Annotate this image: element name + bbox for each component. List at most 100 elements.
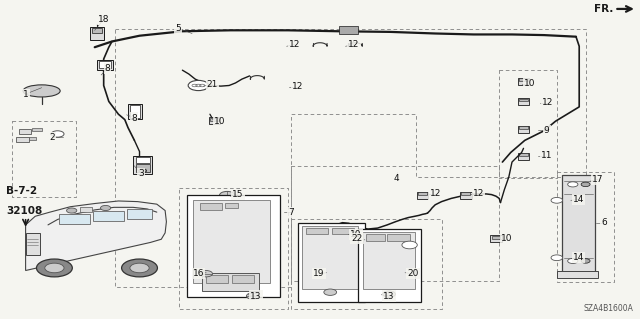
Bar [59,214,90,224]
Bar [519,78,528,81]
Bar [225,203,238,208]
Text: 15: 15 [232,190,244,199]
Bar [209,117,220,124]
Bar [344,232,353,234]
Circle shape [130,263,149,273]
Text: B-7-2: B-7-2 [6,186,38,197]
Bar [387,234,410,241]
Circle shape [568,182,578,187]
Text: 8: 8 [132,114,137,122]
Circle shape [220,191,235,199]
Circle shape [324,289,337,295]
Bar [461,192,470,195]
Text: 12: 12 [429,189,441,198]
Bar [519,153,528,156]
Text: 7: 7 [289,208,294,217]
Text: 2: 2 [50,133,55,142]
Bar [519,99,528,101]
Circle shape [581,259,590,263]
Text: 4: 4 [394,174,399,182]
Bar [418,192,427,195]
Text: 13: 13 [383,292,395,300]
Text: 17: 17 [592,175,604,184]
Bar [358,229,421,302]
Text: 11: 11 [541,151,552,160]
Text: 8: 8 [105,64,110,73]
Bar [343,231,355,238]
Bar [26,233,40,255]
Text: 10: 10 [524,79,536,88]
Circle shape [36,259,72,277]
Circle shape [551,255,563,261]
Bar [518,153,529,160]
Bar [298,223,365,302]
Text: 21: 21 [207,80,218,89]
Text: 13: 13 [250,292,262,300]
Text: 16: 16 [193,269,204,278]
Bar [366,234,385,241]
Circle shape [67,208,77,213]
Text: 12: 12 [348,40,360,49]
Circle shape [551,197,563,203]
Bar [19,129,31,134]
Bar [417,192,428,199]
Text: 6: 6 [602,218,607,227]
Bar [29,137,36,140]
Text: 20: 20 [407,269,419,278]
Text: 12: 12 [542,98,554,107]
Circle shape [51,131,64,137]
Circle shape [581,182,590,187]
Bar [492,236,500,239]
Bar [130,105,140,118]
Bar [232,275,254,283]
Bar [99,61,111,68]
Text: 10: 10 [350,230,362,239]
Bar [302,226,358,289]
Circle shape [568,258,578,263]
Bar [193,200,270,283]
Text: 18: 18 [98,15,109,24]
Circle shape [200,271,212,277]
Text: 5: 5 [175,24,180,33]
Text: 3: 3 [138,169,143,178]
Bar [210,118,219,121]
Bar [518,78,529,85]
Bar [518,126,529,133]
Bar [332,228,354,234]
Text: 22: 22 [351,234,363,243]
Bar [518,98,529,105]
Circle shape [246,293,259,299]
Bar [202,273,259,291]
Bar [306,228,328,234]
Bar [363,232,415,289]
Ellipse shape [23,85,60,97]
Text: 9: 9 [544,126,549,135]
Bar [80,207,92,212]
Bar [339,26,358,34]
Text: 19: 19 [313,269,324,278]
Bar [93,211,124,221]
Circle shape [402,241,417,249]
Text: 12: 12 [292,82,303,91]
Circle shape [188,80,209,91]
Circle shape [45,263,64,273]
Bar [460,192,472,199]
Text: 14: 14 [573,253,584,262]
Polygon shape [26,201,166,271]
Bar [557,271,598,278]
Bar [92,28,102,33]
Bar [32,128,42,131]
Circle shape [383,291,396,297]
Bar [519,126,528,129]
Text: SZA4B1600A: SZA4B1600A [584,304,634,313]
Bar [127,209,152,219]
Bar [490,235,502,242]
Bar [187,195,280,297]
Circle shape [139,169,147,173]
Bar [206,275,228,283]
Text: 12: 12 [473,189,484,198]
Bar [133,156,152,174]
Bar [200,203,222,210]
Bar [16,137,29,142]
Text: 32108: 32108 [6,205,43,216]
